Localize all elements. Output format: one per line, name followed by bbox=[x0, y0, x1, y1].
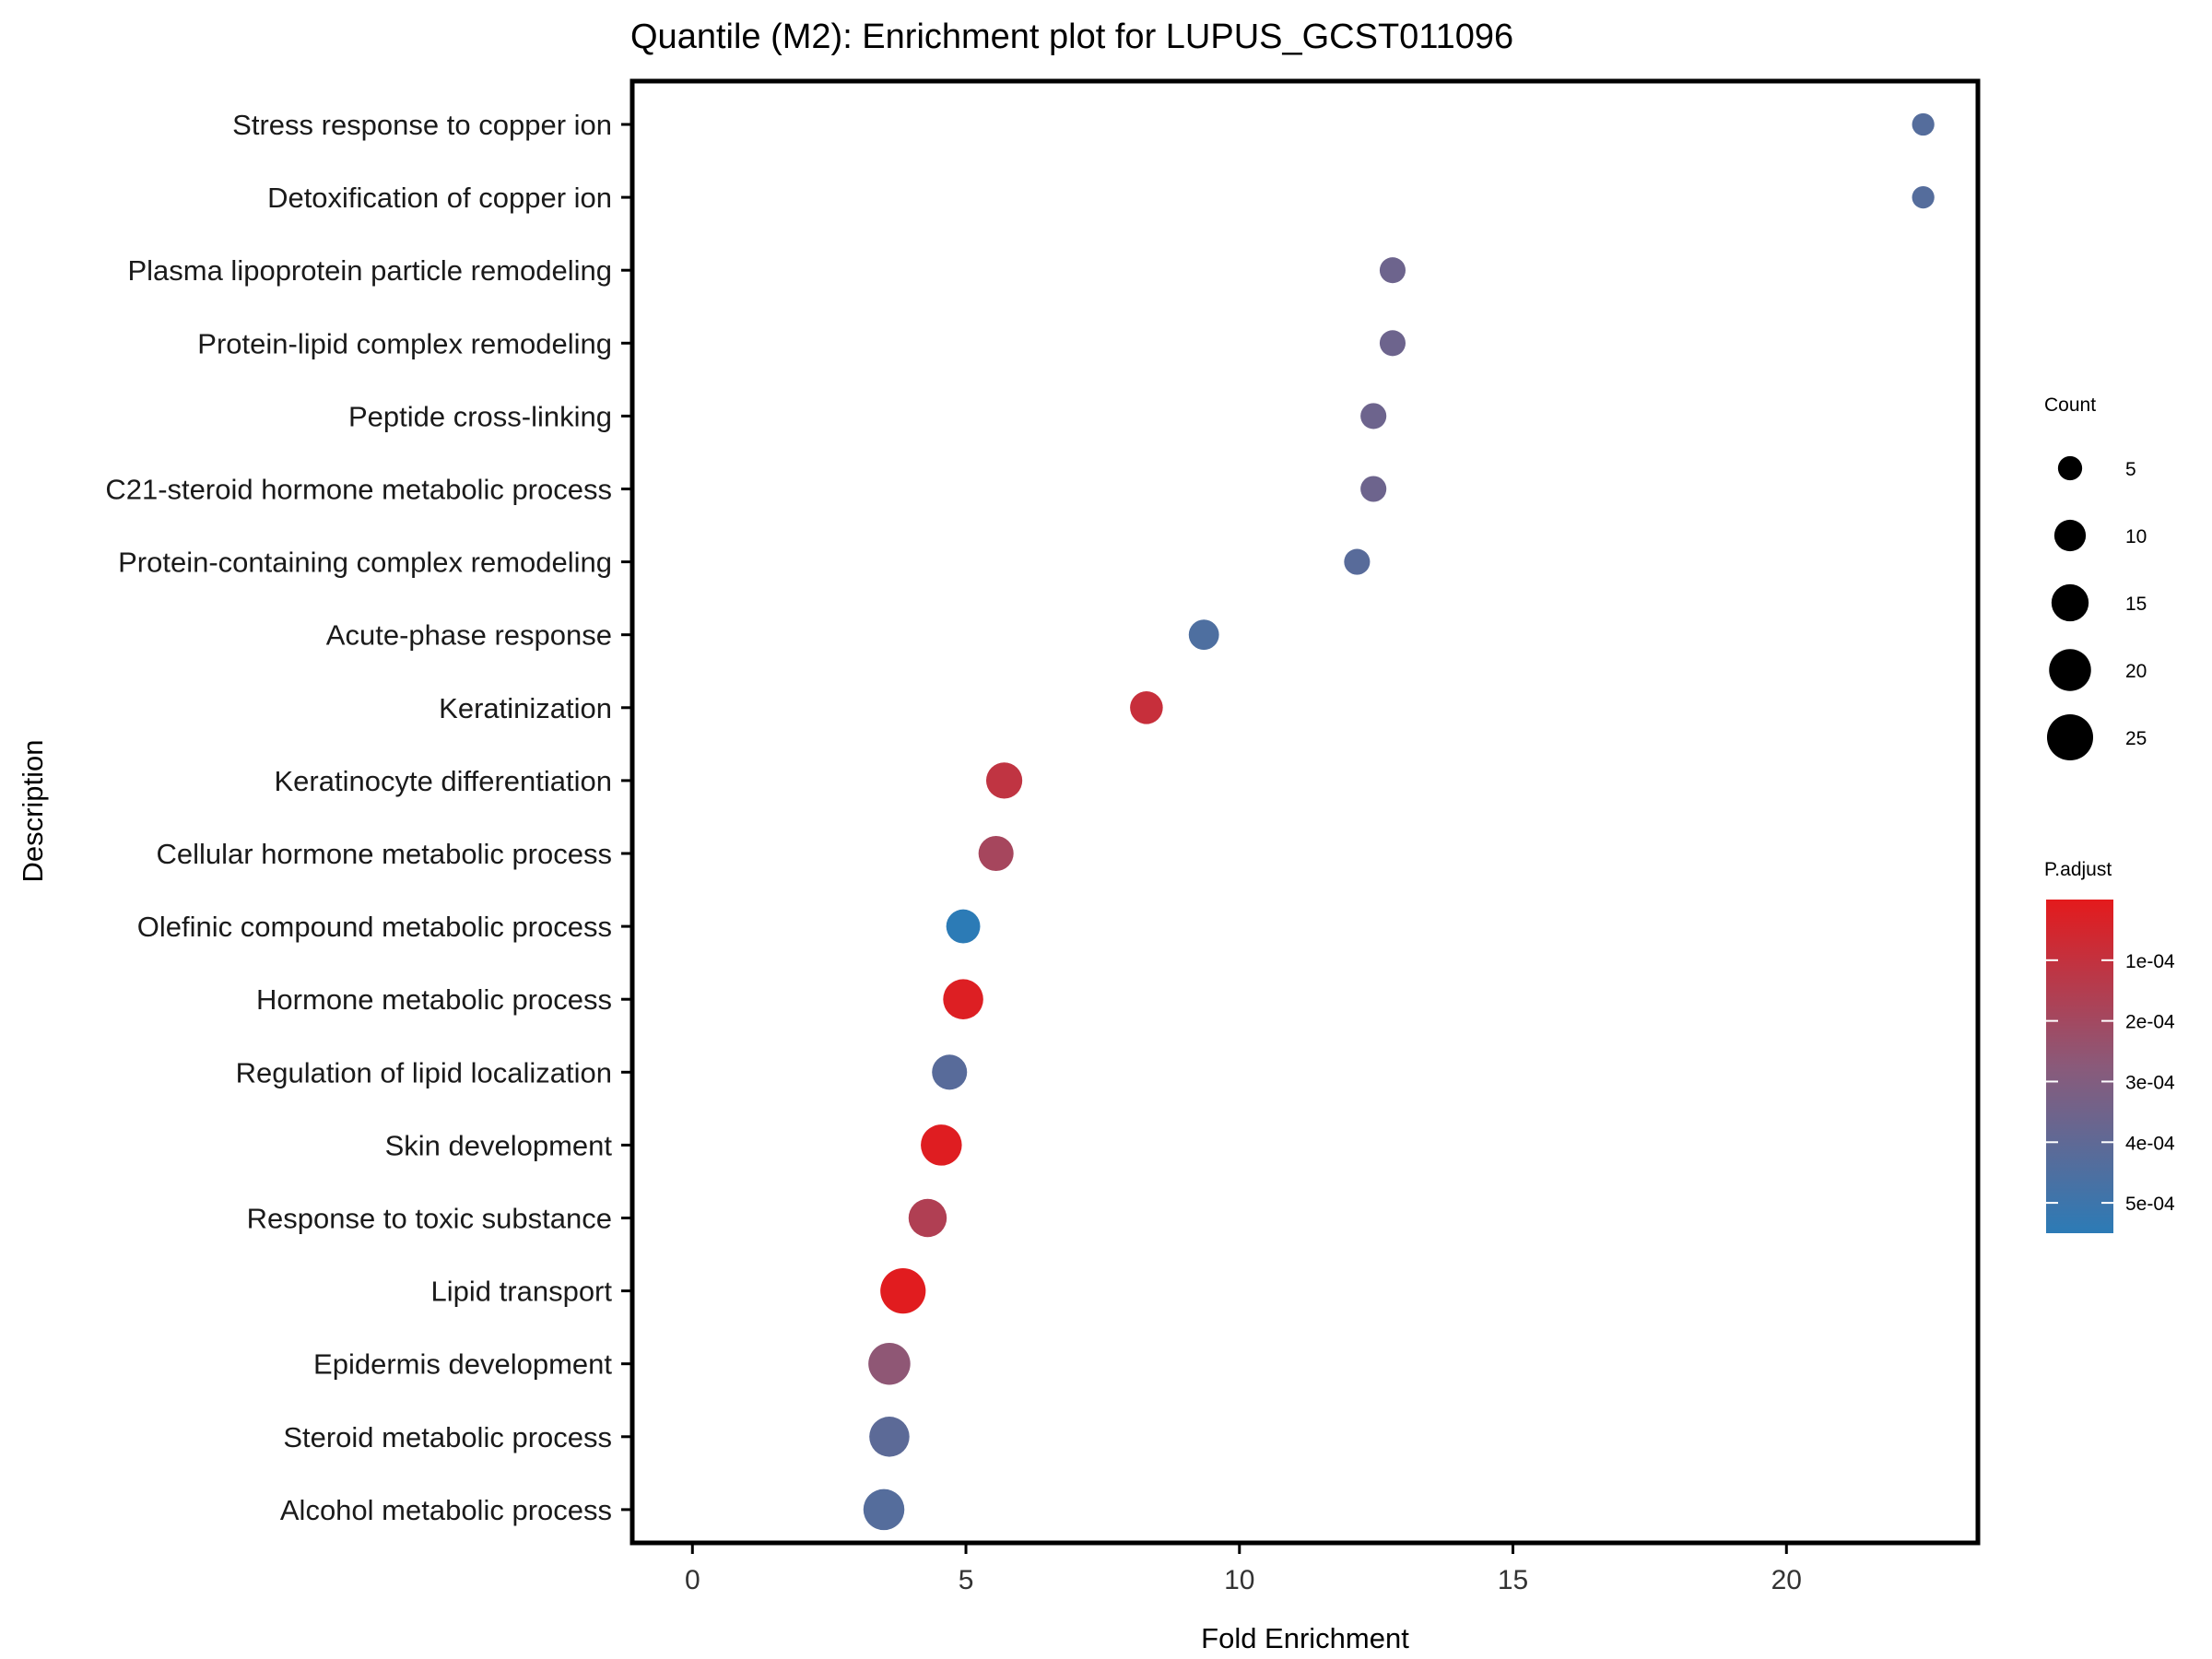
category-label: Acute-phase response bbox=[326, 619, 612, 652]
size-legend-label: 25 bbox=[2125, 728, 2147, 749]
category-label: Stress response to copper ion bbox=[232, 109, 612, 141]
category-label: Protein-containing complex remodeling bbox=[118, 547, 612, 579]
data-point bbox=[1379, 330, 1406, 357]
data-point bbox=[921, 1124, 962, 1166]
color-legend-label: 2e-04 bbox=[2125, 1012, 2175, 1033]
size-legend-key bbox=[2057, 455, 2083, 481]
category-label: Cellular hormone metabolic process bbox=[156, 838, 612, 870]
x-axis-title: Fold Enrichment bbox=[1201, 1622, 1409, 1654]
size-legend-label: 10 bbox=[2125, 526, 2147, 547]
category-label: C21-steroid hormone metabolic process bbox=[105, 474, 612, 506]
size-legend-label: 15 bbox=[2125, 594, 2147, 615]
plot-panel-border bbox=[629, 78, 1981, 1546]
color-legend-title: P.adjust bbox=[2044, 859, 2112, 880]
size-legend-title: Count bbox=[2044, 394, 2096, 416]
category-label: Keratinization bbox=[439, 692, 612, 724]
size-legend-label: 5 bbox=[2125, 459, 2136, 480]
data-point bbox=[1360, 403, 1387, 429]
data-point bbox=[943, 979, 983, 1019]
data-point bbox=[1379, 257, 1406, 284]
data-point bbox=[863, 1488, 905, 1531]
data-point bbox=[1912, 185, 1935, 209]
category-label: Olefinic compound metabolic process bbox=[137, 911, 612, 943]
color-legend-label: 3e-04 bbox=[2125, 1072, 2175, 1093]
data-points bbox=[863, 112, 1935, 1531]
x-tick-label: 20 bbox=[1771, 1565, 1802, 1595]
data-point bbox=[880, 1268, 926, 1314]
data-point bbox=[908, 1198, 947, 1238]
category-label: Hormone metabolic process bbox=[256, 983, 612, 1016]
data-point bbox=[1344, 548, 1371, 575]
size-legend-key bbox=[2053, 519, 2087, 552]
chart-title: Quantile (M2): Enrichment plot for LUPUS… bbox=[630, 18, 1513, 56]
x-tick-label: 0 bbox=[685, 1565, 700, 1595]
x-axis-ticks: 0 5 10 15 20 bbox=[685, 1543, 1802, 1595]
color-legend-label: 1e-04 bbox=[2125, 951, 2175, 972]
data-point bbox=[1130, 691, 1163, 724]
x-tick-label: 5 bbox=[959, 1565, 974, 1595]
category-label: Steroid metabolic process bbox=[283, 1421, 612, 1453]
y-axis-title: Description bbox=[17, 739, 49, 882]
color-legend-bar bbox=[2046, 900, 2113, 1233]
color-legend: P.adjust 1e-04 2e-04 3e-04 4e-04 5e-04 bbox=[2044, 859, 2175, 1233]
category-label: Regulation of lipid localization bbox=[236, 1056, 612, 1088]
category-label: Keratinocyte differentiation bbox=[275, 765, 613, 797]
data-point bbox=[1188, 619, 1219, 651]
data-point bbox=[1360, 476, 1387, 502]
category-label: Lipid transport bbox=[431, 1276, 613, 1308]
data-point bbox=[869, 1417, 910, 1457]
data-point bbox=[868, 1342, 911, 1385]
size-legend-key bbox=[2051, 583, 2089, 622]
category-label: Response to toxic substance bbox=[247, 1203, 612, 1235]
color-legend-label: 4e-04 bbox=[2125, 1133, 2175, 1154]
data-point bbox=[1912, 112, 1935, 136]
data-point bbox=[932, 1054, 968, 1090]
size-legend-key bbox=[2049, 649, 2091, 691]
category-label: Peptide cross-linking bbox=[348, 400, 612, 432]
category-label: Alcohol metabolic process bbox=[280, 1494, 612, 1526]
size-legend-label: 20 bbox=[2125, 661, 2147, 682]
size-legend: Count 5 10 15 20 25 bbox=[2044, 394, 2147, 761]
size-legend-key bbox=[2046, 713, 2094, 761]
color-legend-label: 5e-04 bbox=[2125, 1194, 2175, 1215]
category-label: Skin development bbox=[385, 1129, 613, 1161]
x-tick-label: 15 bbox=[1498, 1565, 1528, 1595]
category-label: Protein-lipid complex remodeling bbox=[197, 327, 612, 359]
data-point bbox=[985, 762, 1023, 799]
category-labels: Stress response to copper ion Detoxificat… bbox=[105, 109, 612, 1526]
category-label: Detoxification of copper ion bbox=[267, 182, 612, 214]
data-point bbox=[946, 909, 981, 944]
category-label: Plasma lipoprotein particle remodeling bbox=[127, 254, 612, 287]
x-tick-label: 10 bbox=[1224, 1565, 1254, 1595]
category-label: Epidermis development bbox=[313, 1348, 612, 1381]
data-point bbox=[978, 835, 1014, 872]
